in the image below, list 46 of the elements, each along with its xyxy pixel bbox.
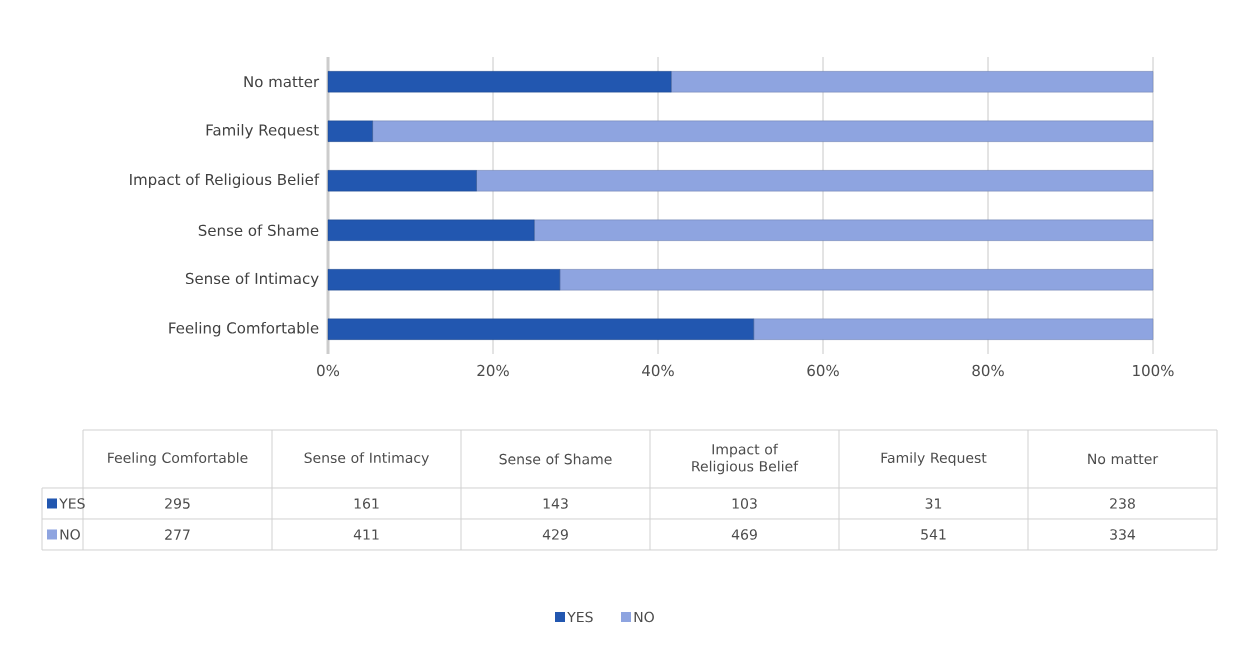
- bar: [327, 120, 373, 142]
- data-label: 143: [543, 498, 568, 509]
- legend-label: NO: [634, 611, 654, 623]
- data-label: 334: [1110, 529, 1136, 540]
- bar: [534, 219, 1154, 241]
- y-tick-label: Sense of Shame: [198, 224, 319, 237]
- data-label: 411: [353, 529, 379, 540]
- bar: [327, 318, 754, 340]
- y-tick-label: Feeling Comfortable: [169, 321, 319, 337]
- bar: [559, 269, 1154, 291]
- x-tick-label: 0%: [317, 364, 340, 377]
- y-tick-label: Impact of Religious Belief: [130, 173, 320, 188]
- bar: [327, 170, 477, 192]
- x-tick-label: 100%: [1133, 364, 1174, 377]
- bar: [671, 71, 1154, 93]
- bar: [327, 71, 672, 93]
- x-tick-label: 40%: [642, 364, 674, 377]
- category-label: No matter: [1088, 453, 1159, 465]
- y-tick-label: Sense of Intimacy: [185, 272, 319, 287]
- data-label: 429: [542, 529, 568, 540]
- x-tick-label: 60%: [807, 364, 839, 377]
- bar: [372, 120, 1154, 142]
- y-tick-label: No matter: [244, 76, 320, 88]
- category-label: Feeling Comfortable: [108, 452, 248, 466]
- x-tick-label: 20%: [477, 364, 509, 377]
- data-label: 103: [732, 498, 757, 509]
- data-label: 295: [165, 498, 190, 509]
- category-label: Impact of Religious Belief: [692, 443, 799, 475]
- bar: [327, 269, 561, 291]
- bar: [753, 318, 1154, 340]
- bar: [327, 219, 535, 241]
- category-label: Sense of Intimacy: [304, 452, 429, 466]
- data-label: 31: [925, 498, 942, 509]
- legend-label: NO: [60, 529, 80, 540]
- legend-label: YES: [567, 611, 593, 623]
- data-label: 541: [921, 529, 946, 540]
- data-label: 469: [731, 529, 757, 540]
- category-label: Family Request: [881, 452, 987, 466]
- data-label: 161: [354, 498, 379, 509]
- legend-label: YES: [59, 498, 85, 509]
- y-tick-label: Family Request: [206, 123, 319, 139]
- data-label: 277: [165, 529, 190, 540]
- x-tick-label: 80%: [972, 364, 1004, 377]
- category-label: Sense of Shame: [499, 453, 612, 465]
- data-label: 238: [1110, 498, 1135, 509]
- bar: [476, 170, 1154, 192]
